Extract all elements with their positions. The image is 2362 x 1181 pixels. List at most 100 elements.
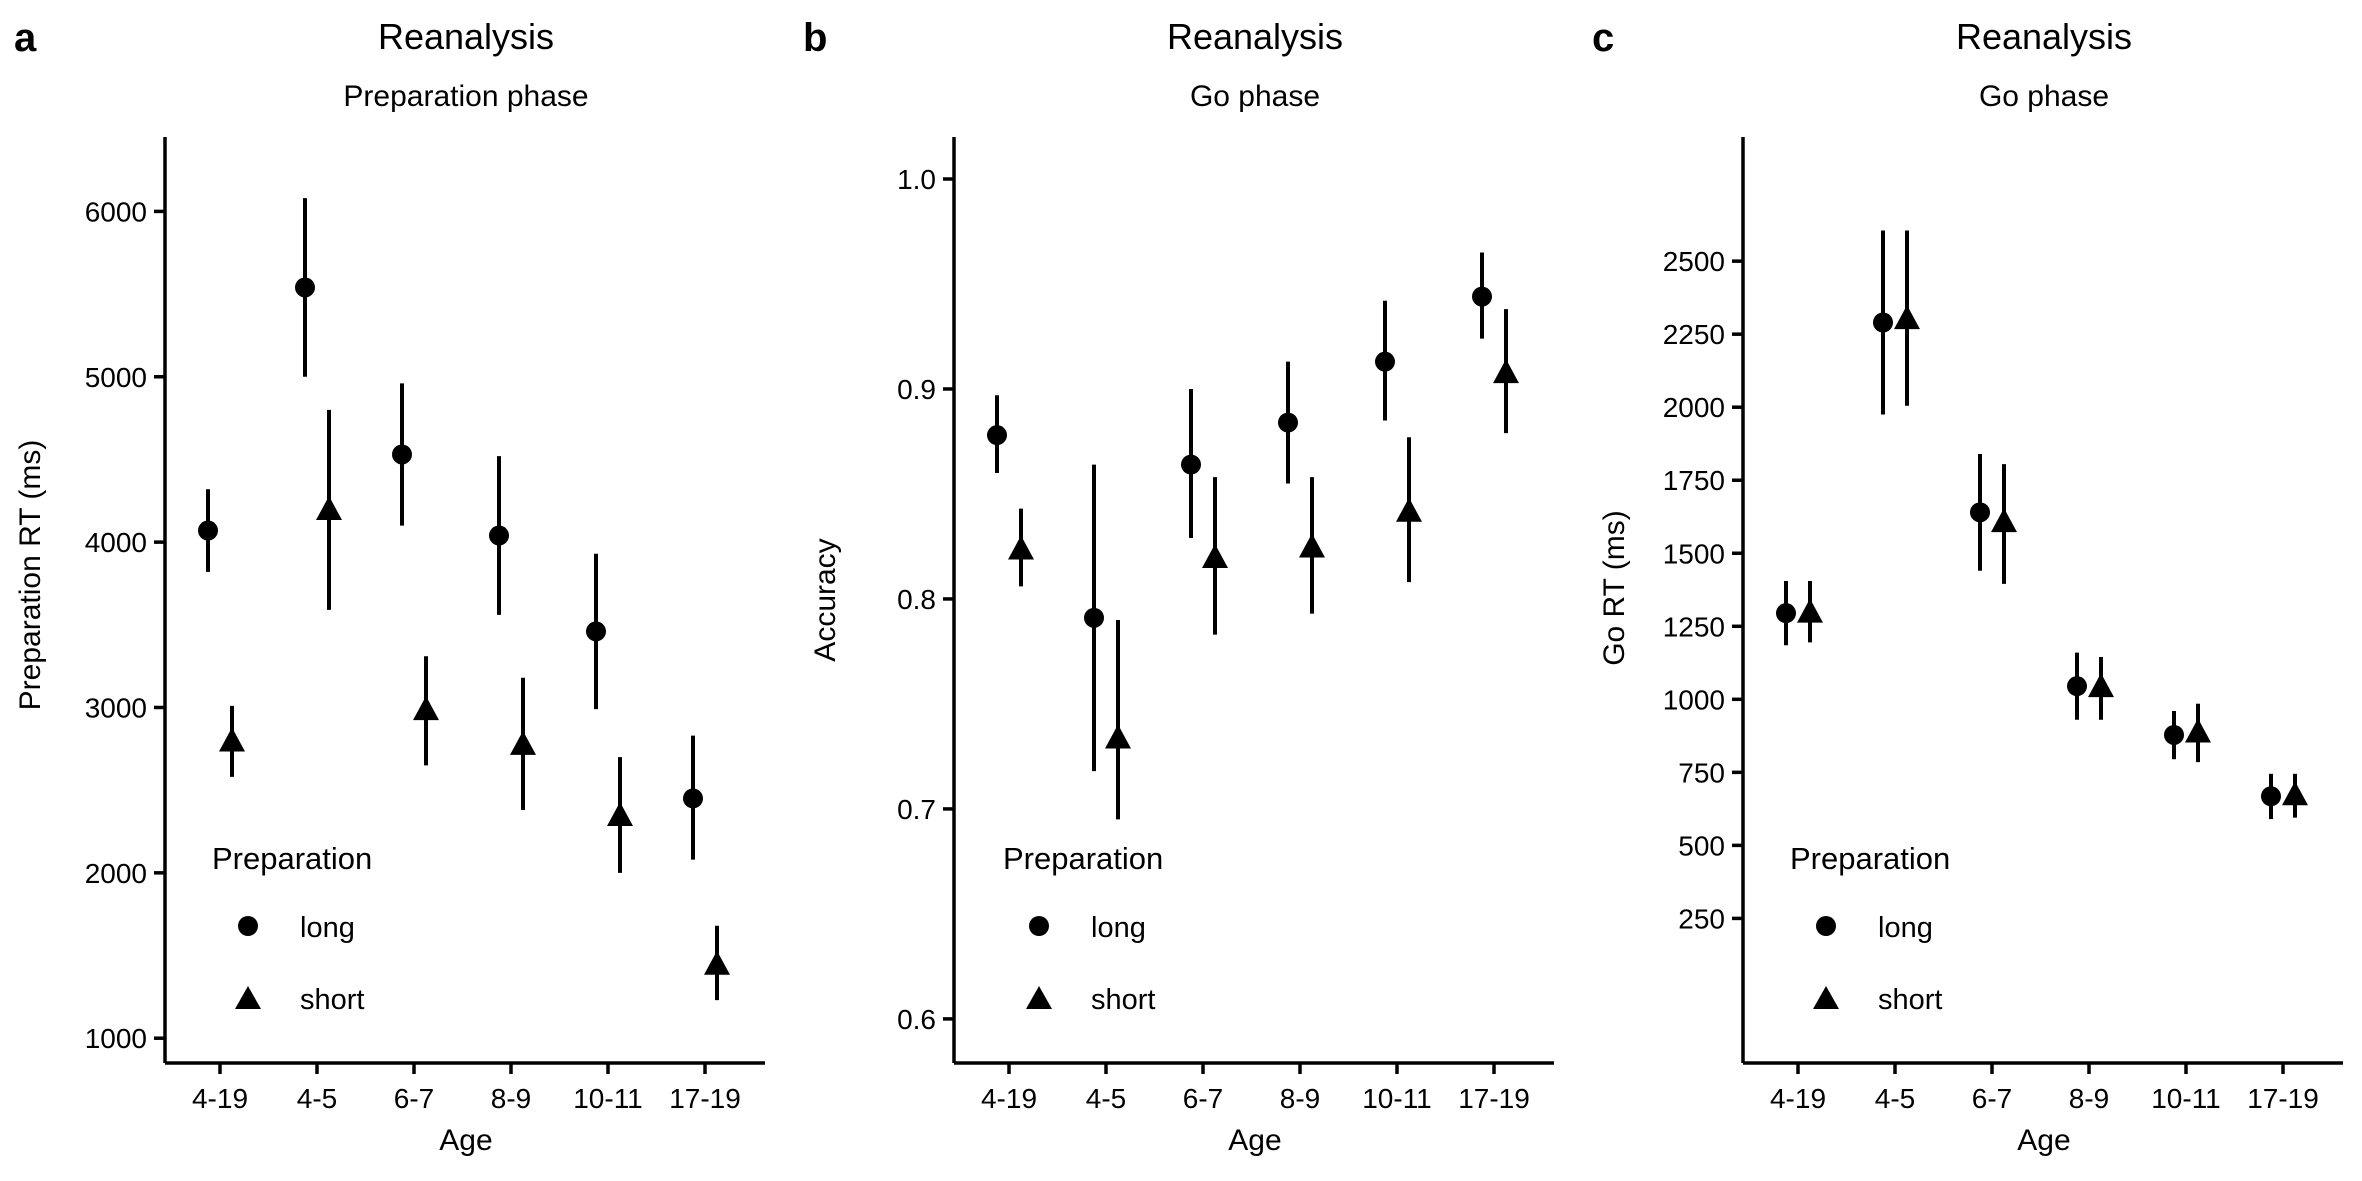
legend: Preparation long short — [212, 841, 372, 1016]
x-tick-label: 4-5 — [297, 1083, 337, 1114]
legend-circle-marker — [238, 916, 258, 936]
x-tick-label: 17-19 — [1458, 1083, 1530, 1114]
x-tick-label: 8-9 — [2069, 1083, 2109, 1114]
legend-title: Preparation — [1003, 841, 1163, 876]
panel-b: b Reanalysis Go phase Accuracy Age 0.60.… — [803, 16, 1554, 1157]
chart-subtitle: Go phase — [1979, 80, 2109, 113]
data-marks — [198, 198, 730, 1001]
data-point-long — [198, 520, 218, 541]
y-tick-label: 2000 — [1663, 392, 1725, 423]
chart-title: Reanalysis — [378, 16, 554, 57]
data-point-short — [704, 950, 730, 975]
data-point-long — [1084, 607, 1104, 628]
x-tick-label: 10-11 — [573, 1083, 643, 1114]
x-tick-label: 4-19 — [192, 1083, 248, 1114]
x-tick-label: 8-9 — [1280, 1083, 1320, 1114]
data-point-long — [2067, 676, 2087, 697]
data-point-long — [295, 277, 315, 298]
y-axis-label: Accuracy — [809, 538, 842, 661]
data-point-long — [987, 425, 1007, 446]
x-tick-label: 8-9 — [491, 1083, 531, 1114]
data-point-short — [1299, 533, 1325, 558]
legend: Preparation long short — [1003, 841, 1163, 1016]
chart-subtitle: Preparation phase — [343, 80, 588, 113]
data-point-long — [1776, 603, 1796, 624]
x-axis-label: Age — [439, 1124, 492, 1157]
legend-title: Preparation — [1790, 841, 1950, 876]
y-tick-label: 1000 — [1663, 684, 1725, 715]
data-point-short — [413, 696, 439, 721]
y-tick-label: 2000 — [85, 858, 147, 889]
panel-letter: b — [803, 16, 827, 60]
data-point-short — [1894, 305, 1920, 330]
data-point-short — [1396, 497, 1422, 522]
x-tick-label: 6-7 — [1183, 1083, 1223, 1114]
legend-circle-marker — [1816, 916, 1836, 936]
legend-label-long: long — [300, 912, 355, 944]
x-tick-label: 10-11 — [2151, 1083, 2221, 1114]
data-point-long — [489, 525, 509, 546]
data-point-short — [607, 801, 633, 826]
y-axis-label: Go RT (ms) — [1598, 510, 1631, 666]
data-point-short — [219, 727, 245, 752]
panel-letter: c — [1592, 16, 1614, 60]
y-tick-label: 2250 — [1663, 319, 1725, 350]
chart-title: Reanalysis — [1956, 16, 2132, 57]
y-tick-label: 1750 — [1663, 465, 1725, 496]
data-marks — [987, 252, 1519, 820]
chart-title: Reanalysis — [1167, 16, 1343, 57]
x-tick-label: 4-19 — [1770, 1083, 1826, 1114]
data-point-long — [586, 621, 606, 642]
y-tick-label: 4000 — [85, 527, 147, 558]
y-tick-label: 1000 — [85, 1023, 147, 1054]
data-point-short — [2282, 781, 2308, 806]
legend-title: Preparation — [212, 841, 372, 876]
panel-c: c Reanalysis Go phase Go RT (ms) Age 250… — [1592, 16, 2343, 1157]
legend-triangle-marker — [1026, 986, 1052, 1009]
y-tick-label: 1250 — [1663, 611, 1725, 642]
legend-label-long: long — [1091, 912, 1146, 944]
y-tick-label: 0.7 — [897, 794, 936, 825]
legend-label-short: short — [1091, 984, 1155, 1016]
y-tick-label: 5000 — [85, 362, 147, 393]
y-tick-label: 2500 — [1663, 246, 1725, 277]
x-axis-label: Age — [2017, 1124, 2070, 1157]
data-point-long — [392, 444, 412, 465]
legend-label-long: long — [1878, 912, 1933, 944]
axes: 0.6 0.7 0.8 0.9 1.0 4-19 4-5 6-7 8-9 10-11 17-19 — [897, 137, 1554, 1114]
legend-triangle-marker — [235, 986, 261, 1009]
data-point-short — [510, 730, 536, 755]
y-tick-label: 0.8 — [897, 584, 936, 615]
legend-label-short: short — [300, 984, 364, 1016]
axes: 1000 2000 3000 4000 5000 6000 4-19 4-5 6-7 8-9 10-… — [85, 137, 765, 1114]
x-tick-label: 4-19 — [981, 1083, 1037, 1114]
x-tick-label: 10-11 — [1362, 1083, 1432, 1114]
data-point-long — [1873, 312, 1893, 333]
legend-label-short: short — [1878, 984, 1942, 1016]
legend-triangle-marker — [1813, 986, 1839, 1009]
axes: 250 500 750 1000 1250 1500 1750 2000 2250 2500 4-1… — [1663, 137, 2343, 1114]
data-point-long — [1278, 412, 1298, 433]
chart-subtitle: Go phase — [1190, 80, 1320, 113]
data-point-short — [1991, 508, 2017, 533]
x-tick-label: 17-19 — [2247, 1083, 2319, 1114]
x-tick-label: 4-5 — [1086, 1083, 1126, 1114]
panel-a: a Reanalysis Preparation phase Preparati… — [14, 16, 765, 1157]
x-tick-label: 4-5 — [1875, 1083, 1915, 1114]
y-tick-label: 500 — [1678, 830, 1725, 861]
legend-circle-marker — [1029, 916, 1049, 936]
panel-letter: a — [14, 16, 37, 60]
x-axis-label: Age — [1228, 1124, 1281, 1157]
data-point-long — [1472, 286, 1492, 307]
data-point-short — [1797, 598, 1823, 623]
data-point-short — [1105, 724, 1131, 749]
y-tick-label: 3000 — [85, 692, 147, 723]
data-marks — [1776, 230, 2308, 820]
data-point-long — [2261, 786, 2281, 807]
legend: Preparation long short — [1790, 841, 1950, 1016]
y-tick-label: 1.0 — [897, 164, 936, 195]
data-point-long — [2164, 724, 2184, 745]
data-point-short — [1493, 359, 1519, 384]
data-point-short — [316, 496, 342, 521]
